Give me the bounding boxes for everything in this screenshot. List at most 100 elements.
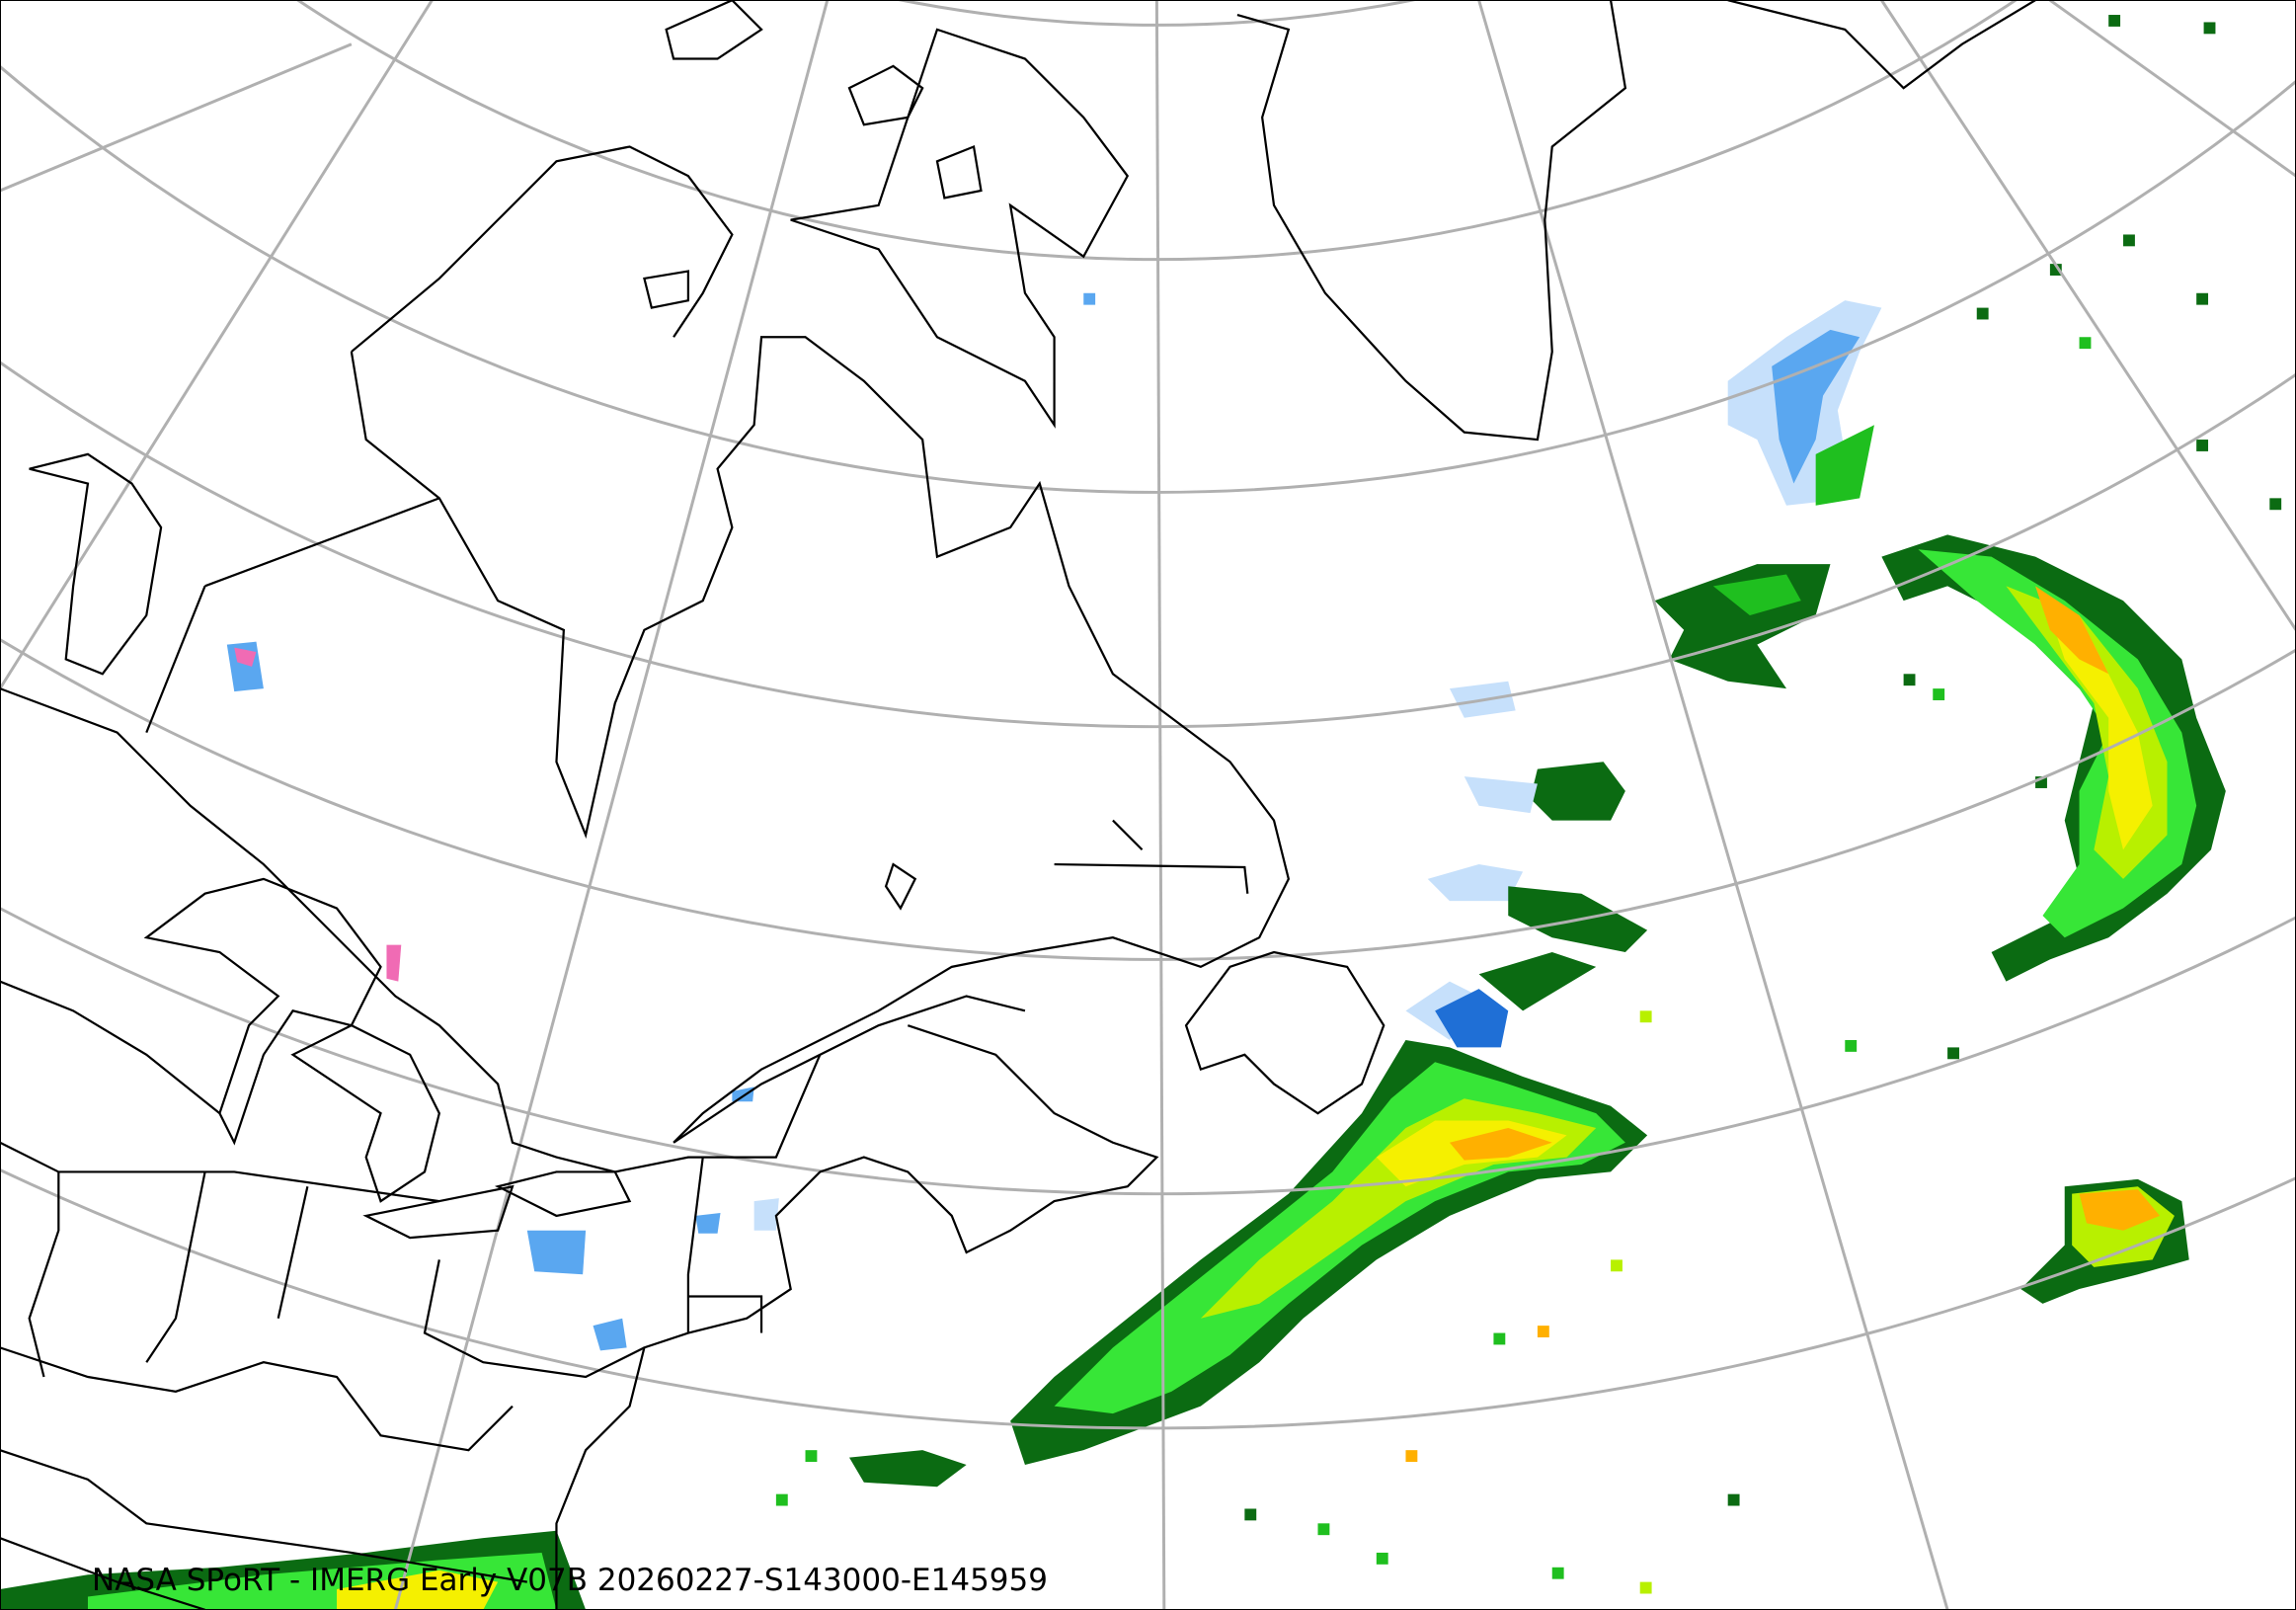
latitude-line bbox=[295, 0, 2019, 261]
precipitation-area bbox=[2035, 586, 2109, 675]
precipitation-area bbox=[2049, 614, 2153, 850]
precipitation-pixel bbox=[1083, 292, 1096, 305]
precipitation-area bbox=[2079, 1189, 2161, 1231]
precipitation-pixel bbox=[805, 1450, 818, 1463]
coastline-segment bbox=[673, 995, 1026, 1144]
coastline-segment bbox=[0, 687, 822, 1173]
longitude-line bbox=[0, 42, 353, 193]
precipitation-pixel bbox=[775, 1493, 788, 1506]
precipitation-area bbox=[593, 1318, 627, 1351]
coastline-segment bbox=[143, 877, 382, 1146]
precipitation-pixel bbox=[1845, 1039, 1858, 1052]
coastline-segment bbox=[277, 1186, 309, 1319]
precipitation-area bbox=[1712, 574, 1801, 615]
latitude-line bbox=[0, 637, 2296, 961]
coastline-segment bbox=[790, 28, 1130, 429]
coastline-segment bbox=[1236, 0, 1627, 442]
precipitation-pixel bbox=[1903, 674, 1916, 686]
precipitation-area bbox=[695, 1212, 721, 1234]
longitude-line bbox=[1477, 0, 1949, 1610]
precipitation-pixel bbox=[1727, 1493, 1740, 1506]
precipitation-pixel bbox=[1639, 1010, 1652, 1023]
precipitation-pixel bbox=[2203, 22, 2216, 35]
coastline-segment bbox=[204, 497, 440, 588]
precipitation-area bbox=[226, 641, 264, 692]
precipitation-pixel bbox=[2196, 292, 2209, 305]
coastline-segment bbox=[290, 1023, 441, 1203]
coastline-segment bbox=[0, 980, 221, 1114]
precipitation-area bbox=[337, 1570, 499, 1610]
coastline-segment bbox=[0, 1346, 514, 1452]
precipitation-pixel bbox=[2108, 15, 2121, 27]
precipitation-area bbox=[1530, 762, 1625, 821]
coastline-segment bbox=[145, 585, 206, 734]
precipitation-pixel bbox=[1244, 1508, 1257, 1521]
map-caption: NASA SPoRT - IMERG Early V07B 20260227-S… bbox=[92, 1563, 1048, 1598]
coastline-segment bbox=[884, 862, 917, 911]
precipitation-pixel bbox=[2123, 234, 2135, 247]
coastline-segment bbox=[687, 1295, 763, 1333]
coastline-segment bbox=[494, 1170, 632, 1218]
coastline-segment bbox=[351, 145, 734, 353]
coastline-segment bbox=[686, 1157, 704, 1333]
coastlines bbox=[0, 0, 2036, 1610]
precipitation-pixel bbox=[1493, 1332, 1506, 1345]
precipitation-area bbox=[1464, 776, 1538, 814]
precipitation-pixel bbox=[1639, 1581, 1652, 1594]
coastline-segment bbox=[29, 452, 163, 676]
coastline-segment bbox=[362, 1184, 515, 1240]
precipitation-pixel bbox=[1947, 1047, 1959, 1060]
latitude-line bbox=[0, 360, 2296, 728]
coastline-segment bbox=[1184, 950, 1386, 1115]
precipitation-pixel bbox=[2049, 264, 2062, 276]
coastline-segment bbox=[145, 1171, 206, 1363]
coastline-segment bbox=[555, 1024, 1159, 1610]
precipitation-layer bbox=[0, 15, 2282, 1610]
precipitation-area bbox=[1772, 329, 1861, 484]
coastline-segment bbox=[0, 1537, 205, 1610]
precipitation-area bbox=[1435, 989, 1509, 1048]
coastline-segment bbox=[665, 0, 763, 60]
latitude-line bbox=[895, 0, 1419, 27]
coastline-segment bbox=[0, 1449, 527, 1583]
coastline-segment bbox=[0, 1141, 439, 1203]
longitude-line bbox=[393, 0, 830, 1610]
coastline-segment bbox=[1112, 819, 1144, 851]
precipitation-pixel bbox=[1933, 688, 1945, 700]
precipitation-area bbox=[386, 944, 402, 982]
precipitation-area bbox=[526, 1230, 587, 1275]
precipitation-pixel bbox=[2079, 337, 2092, 350]
precipitation-pixel bbox=[2269, 498, 2282, 511]
precipitation-pixel bbox=[1537, 1326, 1549, 1337]
precipitation-area bbox=[234, 647, 257, 667]
coastline-segment bbox=[1727, 0, 2036, 90]
precipitation-pixel bbox=[2035, 776, 2047, 788]
precipitation-pixel bbox=[1405, 1450, 1418, 1463]
coastline-segment bbox=[935, 144, 983, 200]
latitude-line bbox=[0, 1167, 2296, 1429]
coastline-segment bbox=[847, 64, 924, 126]
coastline-segment bbox=[28, 1171, 60, 1378]
coastline-segment bbox=[423, 1259, 645, 1379]
precipitation-pixel bbox=[1611, 1259, 1623, 1272]
longitude-line bbox=[1154, 0, 1166, 1610]
latitude-line bbox=[0, 64, 2296, 494]
precipitation-area bbox=[732, 1087, 754, 1102]
precipitation-area bbox=[1427, 864, 1524, 902]
coastline-segment bbox=[350, 336, 1291, 1144]
precipitation-area bbox=[1478, 952, 1597, 1011]
longitude-line bbox=[2049, 0, 2296, 178]
precipitation-pixel bbox=[2196, 440, 2209, 451]
coastline-segment bbox=[1054, 862, 1249, 894]
precipitation-pixel bbox=[1976, 307, 1989, 320]
coastline-segment bbox=[643, 270, 690, 309]
precipitation-area bbox=[849, 1450, 967, 1488]
longitude-line bbox=[1880, 0, 2296, 631]
precipitation-pixel bbox=[1551, 1567, 1564, 1579]
precipitation-pixel bbox=[1376, 1552, 1388, 1565]
precipitation-area bbox=[1815, 425, 1874, 506]
precipitation-pixel bbox=[1317, 1523, 1330, 1536]
